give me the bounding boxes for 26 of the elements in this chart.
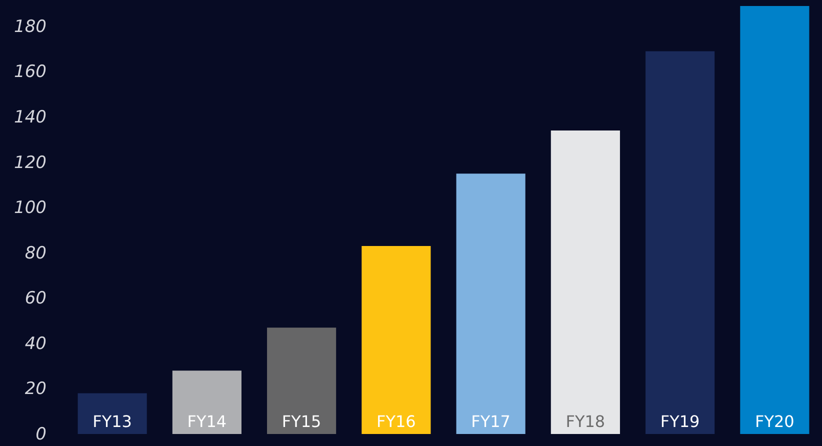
x-tick-label: FY17 <box>471 412 510 431</box>
bar <box>78 393 147 434</box>
y-tick-label: 180 <box>14 16 46 37</box>
x-tick-label: FY19 <box>660 412 700 431</box>
bar <box>550 130 620 434</box>
y-tick-label: 60 <box>24 288 46 309</box>
y-tick-label: 40 <box>24 334 46 354</box>
y-tick-label: 20 <box>24 379 46 400</box>
y-tick-label: 120 <box>14 152 46 173</box>
x-tick-label: FY16 <box>376 412 416 431</box>
y-tick-label: 140 <box>14 107 46 128</box>
bar <box>172 370 242 434</box>
bar <box>362 246 431 434</box>
y-tick-label: 80 <box>24 243 46 264</box>
y-tick-label: 0 <box>36 424 46 444</box>
bar <box>456 174 526 434</box>
bar <box>646 51 715 434</box>
x-tick-label: FY20 <box>755 412 794 431</box>
y-tick-label: 100 <box>14 198 46 218</box>
bar <box>267 328 336 434</box>
bar <box>740 6 810 434</box>
x-tick-label: FY14 <box>187 412 227 431</box>
x-tick-label: FY15 <box>282 412 322 431</box>
y-tick-label: 160 <box>14 62 46 82</box>
x-tick-label: FY13 <box>92 412 132 431</box>
x-tick-label: FY18 <box>566 412 606 431</box>
